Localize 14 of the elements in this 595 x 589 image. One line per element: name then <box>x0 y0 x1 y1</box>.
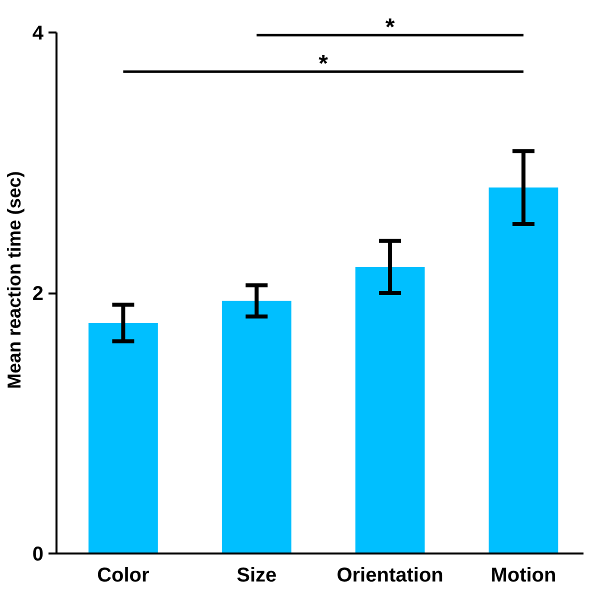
y-axis-title: Mean reaction time (sec) <box>3 171 24 389</box>
annotation: * <box>318 50 329 78</box>
bar <box>88 322 158 554</box>
bar <box>355 266 425 554</box>
y-tick-label: 0 <box>32 544 44 566</box>
x-tick-label: Color <box>97 564 150 586</box>
x-tick-label: Motion <box>490 564 556 586</box>
y-tick-label: 4 <box>32 22 44 45</box>
annotation: * <box>385 14 396 42</box>
y-tick-label: 2 <box>32 283 44 306</box>
bar <box>488 188 558 554</box>
x-tick-label: Size <box>236 564 277 586</box>
bar <box>222 300 292 554</box>
x-tick-label: Orientation <box>336 564 444 586</box>
